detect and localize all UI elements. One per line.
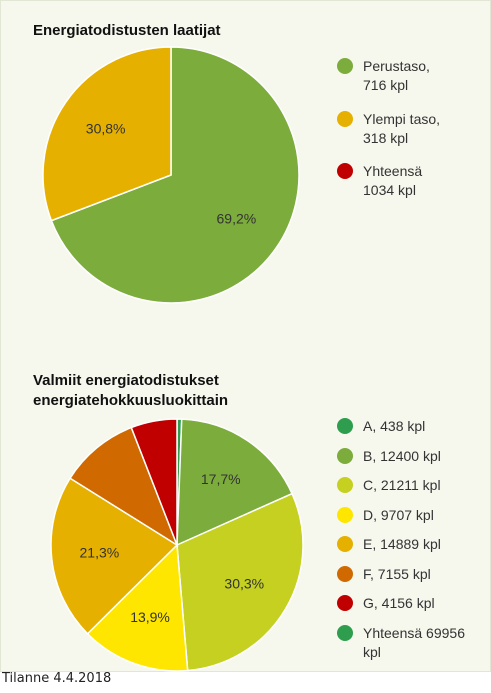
pie-slice [130,418,178,546]
legend-label: Yhteensä 69956 kpl [363,624,465,660]
legend-swatch [337,418,353,434]
footer: Tilanne 4.4.2018 [2,671,112,686]
slice-label: 69,2% [217,211,257,227]
legend-swatch [337,58,353,74]
legend-swatch [337,447,353,464]
pie-slice [42,46,172,222]
legend-label: E, 14889 kpl [363,536,441,552]
legend-label: F, 7155 kpl [363,565,431,582]
slice-label: 30,3% [224,575,264,591]
legend-label: Yhteensä 1034 kpl [363,163,423,198]
legend-label: G, 4156 kpl [363,595,435,611]
legend-swatch [337,624,353,641]
legend-swatch [337,506,353,523]
legend-label: B, 12400 kpl [363,447,441,464]
legend-label: Ylempi taso, 318 kpl [363,111,441,146]
legend-swatch [337,595,353,611]
chart-title: Energiatodistusten laatijat [33,22,221,39]
slice-label: 17,7% [201,471,241,487]
legend-label: D, 9707 kpl [363,506,434,523]
pie-slice [176,418,294,547]
legend-swatch [337,111,353,127]
slice-label: 21,3% [80,544,120,560]
chart-panel: Energiatodistusten laatijat 69,2% 30,8% Per… [0,0,491,672]
legend-label: C, 21211 kpl [363,477,441,493]
pie-slice [50,477,179,635]
slice-label: 13,9% [130,609,170,625]
legend-swatch [337,163,353,179]
chart-title: Valmiit energiatodistukset energiatehokk… [33,372,229,409]
legend-label: Perustaso, 716 kpl [363,58,430,93]
pie-slice [69,426,179,547]
legend-swatch [337,536,353,552]
pie-slice [50,46,300,304]
pie-slice [176,492,304,672]
slice-label: 30,8% [86,121,126,137]
legend-swatch [337,477,353,493]
legend-label: A, 438 kpl [363,418,426,434]
pie-slice [86,543,189,672]
legend-swatch [337,565,353,582]
